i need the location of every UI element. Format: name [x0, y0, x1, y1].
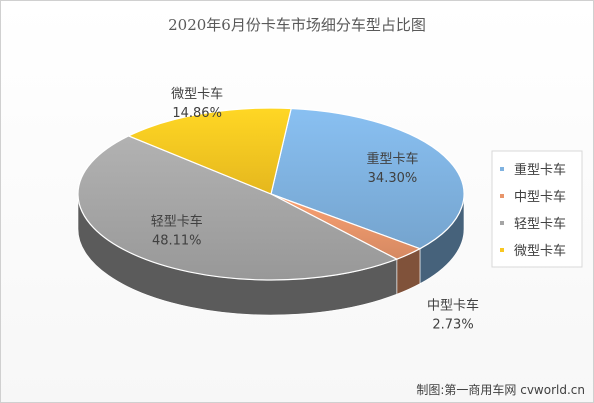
slice-value-light: 48.11% — [152, 234, 202, 249]
slice-label-light: 轻型卡车 — [151, 214, 203, 230]
legend-swatch-heavy — [500, 167, 504, 171]
slice-label-mini: 微型卡车 — [171, 86, 223, 102]
chart-title: 2020年6月份卡车市场细分车型占比图 — [168, 16, 426, 34]
legend-item-medium: 中型卡车 — [514, 189, 566, 205]
slice-heavy — [270, 107, 465, 250]
slice-value-mini: 14.86% — [172, 106, 222, 121]
legend-swatch-medium — [500, 194, 504, 198]
legend-item-heavy: 重型卡车 — [514, 162, 566, 178]
slice-value-heavy: 34.30% — [368, 171, 418, 186]
slice-label-heavy: 重型卡车 — [366, 151, 418, 167]
pie-top-slices — [77, 107, 465, 281]
slice-mini — [127, 107, 292, 195]
legend-box — [491, 150, 583, 268]
legend-swatch-mini — [500, 248, 504, 252]
slice-value-medium: 2.73% — [432, 317, 473, 332]
credit-text: 制图:第一商用车网 cvworld.cn — [416, 382, 585, 397]
slice-label-medium: 中型卡车 — [427, 297, 479, 313]
slice-labels: 重型卡车 34.30% 中型卡车 2.73% 轻型卡车 48.11% 微型卡车 14.86% — [151, 86, 479, 332]
slice-light — [77, 135, 399, 281]
legend-item-mini: 微型卡车 — [514, 243, 566, 259]
legend-item-light: 轻型卡车 — [514, 216, 566, 232]
legend-swatch-light — [500, 221, 504, 225]
